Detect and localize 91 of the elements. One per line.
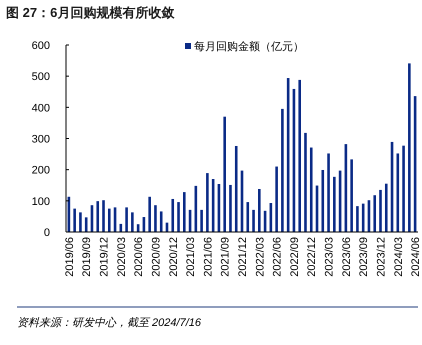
bar (223, 116, 226, 232)
bar (304, 132, 307, 232)
bar (160, 211, 163, 232)
bar (96, 201, 100, 232)
y-tick-label: 100 (32, 196, 50, 208)
bar (125, 207, 128, 232)
bar (68, 196, 70, 232)
legend: 每月回购金额（亿元） (185, 41, 304, 53)
bar (402, 146, 405, 232)
bar (229, 184, 232, 232)
bar (310, 148, 313, 232)
bar (252, 210, 255, 232)
bar (414, 96, 416, 232)
bar (316, 186, 318, 232)
x-tick-label: 2021/09 (220, 237, 232, 277)
x-tick-label: 2019/06 (64, 237, 76, 277)
bar (177, 202, 180, 232)
bar (286, 78, 290, 232)
y-tick-label: 600 (32, 40, 50, 52)
x-tick-label: 2022/06 (272, 237, 284, 277)
bar (234, 146, 238, 232)
bar (292, 88, 296, 232)
text: 资料来源：研发中心，截至 2024/7/16 (17, 316, 202, 329)
bar (194, 186, 198, 232)
bar (84, 217, 88, 232)
x-tick-label: 2024/06 (410, 237, 422, 277)
y-tick-label: 200 (32, 164, 50, 177)
bar (362, 204, 364, 232)
x-tick-label: 2023/12 (375, 237, 388, 277)
bar (327, 153, 330, 232)
bar (131, 212, 134, 232)
y-tick-label: 0 (44, 227, 50, 239)
bar (142, 217, 146, 232)
bar (246, 202, 250, 232)
bar (212, 179, 214, 232)
x-tick-label: 2022/03 (254, 237, 266, 277)
bar (136, 224, 140, 232)
x-tick-label: 2020/03 (116, 237, 128, 277)
bar (408, 63, 411, 232)
x-tick-label: 2022/12 (306, 237, 318, 277)
x-tick-label: 2020/09 (150, 237, 162, 277)
x-tick-label: 2023/09 (358, 237, 370, 277)
bar (258, 188, 261, 232)
x-tick-label: 2020/12 (168, 237, 180, 277)
bar (368, 200, 370, 232)
bar (321, 170, 324, 232)
y-tick-label: 300 (32, 134, 50, 146)
x-tick-label: 2021/03 (185, 237, 198, 277)
bar (182, 192, 186, 232)
bar (373, 195, 376, 232)
x-tick-label: 2019/12 (98, 237, 111, 277)
chart-title: 图 27：6月回购规模有所收敛 (6, 5, 176, 20)
bar (333, 176, 336, 232)
bar (188, 210, 192, 232)
x-tick-label: 2021/06 (202, 237, 214, 277)
bar (166, 222, 168, 232)
x-tick-label: 2022/09 (288, 237, 301, 277)
bar (79, 212, 82, 232)
bar (338, 170, 342, 232)
bar (90, 205, 94, 232)
bar (356, 206, 359, 232)
x-tick-label: 2023/03 (324, 237, 336, 277)
bar (270, 203, 272, 232)
bar (240, 170, 244, 232)
bar (206, 173, 209, 232)
bar (390, 142, 394, 232)
bar (171, 198, 174, 232)
bar (102, 200, 105, 232)
bar (344, 144, 348, 232)
y-tick-label: 400 (32, 102, 50, 114)
bar (350, 159, 353, 232)
x-tick-label: 2024/03 (392, 237, 405, 277)
bar (281, 108, 284, 232)
bar (384, 184, 388, 232)
x-tick-label: 2019/09 (81, 237, 94, 277)
bar (200, 210, 203, 232)
y-tick-label: 500 (32, 71, 50, 84)
bar (73, 208, 76, 232)
bar (154, 205, 157, 232)
bar (108, 208, 111, 232)
bar (148, 196, 151, 232)
bar (264, 210, 266, 232)
x-tick-label: 2020/06 (133, 237, 146, 277)
bar (218, 184, 220, 232)
bar (114, 207, 116, 232)
bar (396, 153, 400, 232)
x-tick-label: 2021/12 (237, 237, 249, 277)
x-tick-label: 2023/06 (340, 237, 353, 277)
bar (298, 80, 302, 232)
bar (275, 166, 278, 232)
bar (379, 190, 382, 232)
